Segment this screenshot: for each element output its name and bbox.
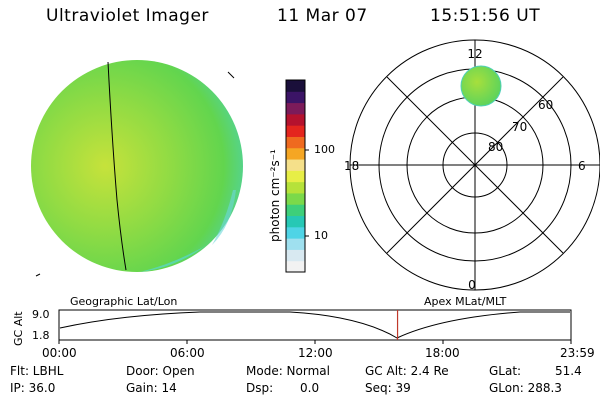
- info-glat-value: 51.4: [555, 364, 582, 378]
- colorbar-band: [286, 91, 305, 104]
- polar-plot: 12 18 6 0 60 70 80: [344, 39, 600, 292]
- date-label: 11 Mar 07: [277, 6, 368, 26]
- info-filter: Flt: LBHL: [10, 364, 64, 378]
- lat-label-60: 60: [538, 98, 553, 112]
- colorbar-band: [286, 113, 305, 126]
- uvi-earth-disk: [31, 60, 243, 277]
- lat-label-70: 70: [512, 120, 527, 134]
- lat-label-80: 80: [488, 140, 503, 154]
- mlt-label-12: 12: [467, 47, 482, 61]
- colorbar-frame: [285, 79, 306, 273]
- timeline-xtick-0600: 06:00: [170, 346, 205, 360]
- colorbar-tick-100: 100: [314, 143, 335, 156]
- timeline-right-header: Apex MLat/MLT: [424, 295, 507, 308]
- timeline-ytick-high: 9.0: [32, 308, 50, 321]
- orbit-altitude-curve: [59, 311, 570, 339]
- info-gain: Gain: 14: [126, 381, 177, 395]
- colorbar-band: [286, 260, 305, 273]
- colorbar-band: [286, 226, 305, 239]
- colorbar-band: [286, 80, 305, 92]
- info-door: Door: Open: [126, 364, 195, 378]
- mlt-label-6: 6: [578, 159, 586, 173]
- mlt-label-0: 0: [468, 278, 476, 292]
- time-label: 15:51:56 UT: [430, 6, 541, 26]
- info-dsp: Dsp:: [246, 381, 274, 395]
- info-glon: GLon: 288.3: [489, 381, 562, 395]
- timeline-ytick-low: 1.8: [32, 329, 50, 342]
- colorbar-band: [286, 125, 305, 137]
- timeline-ylabel: GC Alt: [12, 311, 25, 346]
- colorbar-band: [286, 249, 305, 262]
- info-ip: IP: 36.0: [10, 381, 56, 395]
- colorbar-tick-10: 10: [314, 229, 328, 242]
- mlt-label-18: 18: [344, 159, 359, 173]
- colorbar-band: [286, 159, 305, 171]
- info-mode: Mode: Normal: [246, 364, 330, 378]
- colorbar-band: [286, 204, 305, 217]
- colorbar-band: [286, 136, 305, 149]
- colorbar-band: [286, 238, 305, 250]
- colorbar-band: [286, 215, 305, 228]
- polar-diag-2: [386, 76, 564, 254]
- colorbar-band: [286, 181, 305, 194]
- info-gc-alt: GC Alt: 2.4 Re: [365, 364, 449, 378]
- aurora-spot: [460, 65, 502, 107]
- timeline-xtick-2359: 23:59: [560, 346, 595, 360]
- timeline-xtick-1800: 18:00: [425, 346, 460, 360]
- colorbar-band: [286, 102, 305, 115]
- info-seq: Seq: 39: [365, 381, 411, 395]
- info-glat: GLat:: [489, 364, 522, 378]
- timeline-plot: Geographic Lat/Lon Apex MLat/MLT GC Alt …: [12, 295, 595, 360]
- colorbar-band: [286, 147, 305, 160]
- timeline-left-header: Geographic Lat/Lon: [70, 295, 177, 308]
- colorbar-band: [286, 192, 305, 205]
- colorbar-band: [286, 170, 305, 183]
- timeline-xtick-1200: 12:00: [298, 346, 333, 360]
- colorbar: [286, 80, 305, 273]
- instrument-title: Ultraviolet Imager: [46, 6, 209, 26]
- colorbar-label: photon cm⁻²s⁻¹: [268, 149, 282, 242]
- info-dsp-value: 0.0: [300, 381, 320, 395]
- timeline-xtick-0000: 00:00: [42, 346, 77, 360]
